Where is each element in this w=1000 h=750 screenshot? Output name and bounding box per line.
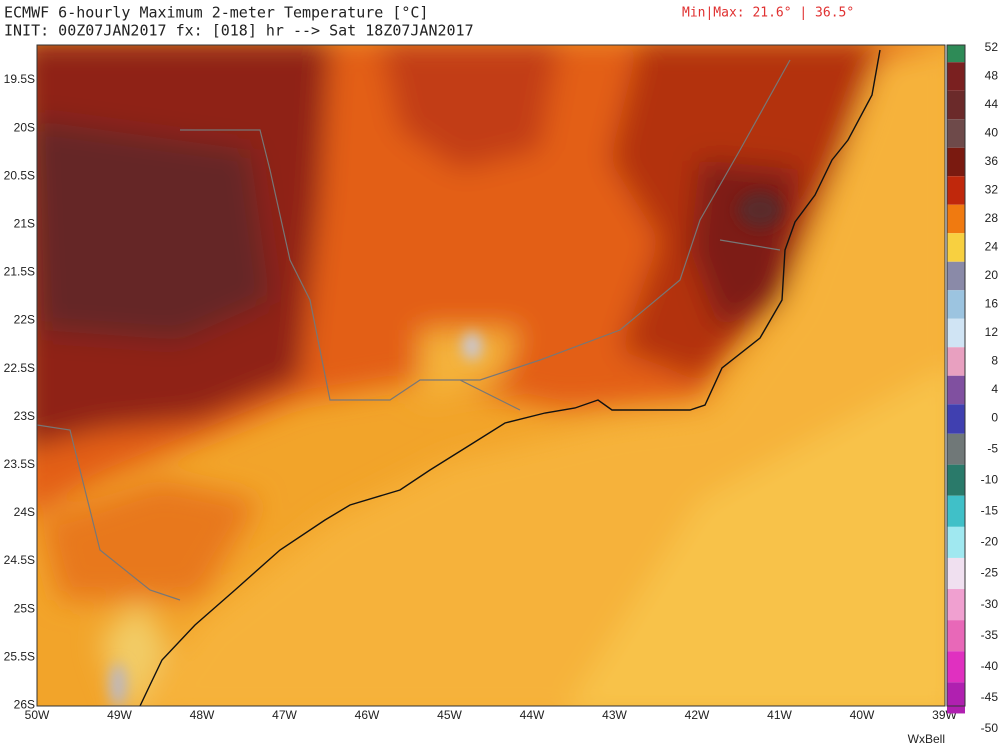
- map: [37, 45, 945, 706]
- lon-label: 50W: [25, 708, 50, 722]
- colorbar-swatch: [947, 433, 965, 465]
- state-borders: [37, 59, 791, 601]
- colorbar-label: -30: [981, 597, 999, 611]
- colorbar-label: 20: [985, 268, 999, 282]
- colorbar-swatch: [947, 404, 965, 434]
- lat-label: 25.5S: [4, 649, 35, 663]
- colorbar-swatch: [947, 233, 965, 262]
- lat-label: 19.5S: [4, 72, 35, 86]
- lon-label: 40W: [850, 708, 875, 722]
- lat-label: 25S: [14, 601, 35, 615]
- colorbar-swatch: [947, 45, 965, 63]
- colorbar-swatch: [947, 204, 965, 234]
- colorbar-swatch: [947, 589, 965, 621]
- colorbar-label: 24: [985, 240, 999, 254]
- colorbar-label: 32: [985, 183, 999, 197]
- coastline: [139, 49, 881, 706]
- colorbar-label: -25: [981, 566, 999, 580]
- title: ECMWF 6-hourly Maximum 2-meter Temperatu…: [4, 4, 428, 22]
- colorbar-label: 36: [985, 154, 999, 168]
- colorbar-label: 0: [991, 411, 998, 425]
- colorbar-swatch: [947, 682, 965, 714]
- lon-label: 46W: [355, 708, 380, 722]
- lat-label: 21S: [14, 216, 35, 230]
- min-max: Min|Max: 21.6° | 36.5°: [682, 6, 854, 21]
- colorbar-swatch: [947, 526, 965, 558]
- colorbar-label: 8: [991, 354, 998, 368]
- colorbar-label: -5: [987, 441, 998, 455]
- lon-label: 43W: [602, 708, 627, 722]
- lat-label: 26S: [14, 697, 35, 711]
- colorbar-label: -40: [981, 659, 999, 673]
- colorbar-frame: [946, 44, 966, 707]
- colorbar-label: -15: [981, 503, 999, 517]
- colorbar-swatch: [947, 290, 965, 319]
- colorbar-label: -20: [981, 535, 999, 549]
- lat-label: 21.5S: [4, 265, 35, 279]
- colorbar-swatch: [947, 375, 965, 405]
- colorbar-swatch: [947, 147, 965, 177]
- credit: WxBell: [908, 732, 945, 746]
- colorbar-label: 12: [985, 325, 999, 339]
- colorbar-swatch: [947, 620, 965, 652]
- lat-label: 20S: [14, 120, 35, 134]
- colorbar-label: 4: [991, 382, 998, 396]
- colorbar-swatch: [947, 651, 965, 683]
- lat-label: 22.5S: [4, 361, 35, 375]
- lon-label: 44W: [520, 708, 545, 722]
- lat-label: 24S: [14, 505, 35, 519]
- temperature-field: [37, 45, 945, 706]
- lat-label: 20.5S: [4, 168, 35, 182]
- colorbar-label: -10: [981, 472, 999, 486]
- lat-label: 22S: [14, 313, 35, 327]
- lon-label: 42W: [685, 708, 710, 722]
- colorbar-label: 44: [985, 97, 999, 111]
- colorbar-label: -50: [981, 721, 999, 735]
- map-frame: [36, 44, 946, 707]
- colorbar-label: -45: [981, 690, 999, 704]
- lat-label: 24.5S: [4, 553, 35, 567]
- lat-label: 23S: [14, 409, 35, 423]
- colorbar-label: 28: [985, 211, 999, 225]
- lat-label: 23.5S: [4, 457, 35, 471]
- colorbar-swatch: [947, 495, 965, 527]
- lon-label: 49W: [107, 708, 132, 722]
- subtitle: INIT: 00Z07JAN2017 fx: [018] hr --> Sat …: [4, 22, 474, 40]
- colorbar-label: 48: [985, 69, 999, 83]
- colorbar-swatch: [947, 119, 965, 148]
- colorbar-swatch: [947, 176, 965, 205]
- colorbar-swatch: [947, 90, 965, 120]
- colorbar-label: 16: [985, 297, 999, 311]
- colorbar-label: -35: [981, 628, 999, 642]
- colorbar-swatch: [947, 318, 965, 348]
- lon-label: 45W: [437, 708, 462, 722]
- colorbar-label: 52: [985, 40, 999, 54]
- colorbar-label: 40: [985, 126, 999, 140]
- colorbar-swatch: [947, 557, 965, 590]
- colorbar-swatch: [947, 261, 965, 291]
- lon-label: 47W: [272, 708, 297, 722]
- lon-label: 48W: [190, 708, 215, 722]
- colorbar-swatch: [947, 464, 965, 496]
- colorbar-swatch: [947, 62, 965, 91]
- lon-label: 41W: [767, 708, 792, 722]
- colorbar-swatch: [947, 347, 965, 376]
